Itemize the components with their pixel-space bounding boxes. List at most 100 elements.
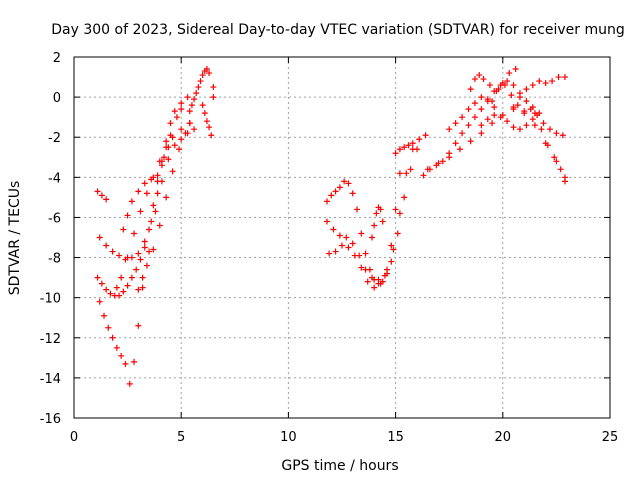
x-tick-label: 5 [177,430,185,445]
data-point [135,286,142,293]
data-point [523,98,530,105]
data-point [118,274,125,281]
data-point [103,242,110,249]
data-point [549,78,556,85]
data-point [128,198,135,205]
data-point [459,114,466,121]
x-tick-label: 25 [602,430,619,445]
y-axis-label: SDTVAR / TECUs [7,181,23,296]
data-point [328,192,335,199]
data-points [94,66,568,387]
data-point [557,166,564,173]
data-point [456,146,463,153]
data-point [392,206,399,213]
data-point [122,360,129,367]
data-point [551,154,558,161]
data-point [339,242,345,249]
data-point [113,284,120,291]
data-point [107,290,114,297]
data-point [178,136,185,143]
data-point [96,298,103,305]
data-point [141,238,148,245]
data-point [358,264,365,271]
data-point [540,120,547,127]
data-point [489,120,496,127]
data-point [116,292,123,299]
data-point [133,266,140,273]
data-point [124,282,131,289]
data-point [118,352,125,359]
data-point [362,266,369,273]
data-point [364,278,371,285]
data-point [394,230,401,237]
y-tick-label: -12 [40,332,61,347]
data-point [193,90,200,97]
data-point [154,172,161,179]
data-point [208,132,215,139]
series-trace-19 [446,94,498,133]
data-point [459,130,466,137]
data-point [478,106,485,113]
data-point [96,234,103,241]
data-point [471,114,478,121]
series-trace-12 [323,170,403,287]
data-point [135,250,142,257]
data-point [186,120,193,127]
y-tick-label: -4 [48,171,61,186]
data-point [103,286,110,293]
data-point [452,140,459,147]
data-point [135,188,142,195]
series-trace-4 [94,188,110,203]
grid-lines [74,57,610,418]
data-point [141,180,148,187]
series-trace-13 [323,146,421,283]
data-point [407,166,414,173]
data-point [158,178,165,185]
data-point [113,344,120,351]
series-trace-2 [94,144,172,299]
data-point [139,274,146,281]
data-point [199,102,206,109]
data-point [467,138,474,145]
data-point [388,242,395,249]
data-point [553,130,560,137]
data-point [143,190,150,197]
series-trace-24 [531,110,568,185]
data-point [373,210,380,217]
data-point [178,106,185,113]
data-point [531,122,538,129]
data-point [349,240,356,247]
data-point [165,156,172,163]
series-trace-11 [210,84,217,101]
data-point [332,188,339,195]
data-point [396,210,403,217]
data-point [128,274,135,281]
series-trace-15 [369,204,386,241]
data-point [326,250,333,257]
data-point [480,76,487,83]
series-trace-6 [113,120,193,291]
data-point [150,202,157,209]
plot-frame [73,56,611,419]
data-point [446,126,453,133]
data-point [396,170,403,177]
data-point [471,100,478,107]
data-point [143,262,150,269]
data-point [146,226,153,233]
data-point [105,324,112,331]
data-point [416,136,423,143]
data-point [148,176,155,183]
data-point [478,94,485,101]
data-point [439,158,446,165]
data-point [531,110,538,117]
data-point [126,380,133,387]
data-point [345,180,352,187]
data-point [163,138,170,145]
data-point [371,222,378,229]
y-tick-label: -14 [40,372,61,387]
data-point [506,70,513,77]
data-point [377,280,384,287]
x-axis-label: GPS time / hours [281,458,398,474]
series-trace-14 [326,132,429,291]
data-point [354,206,361,213]
